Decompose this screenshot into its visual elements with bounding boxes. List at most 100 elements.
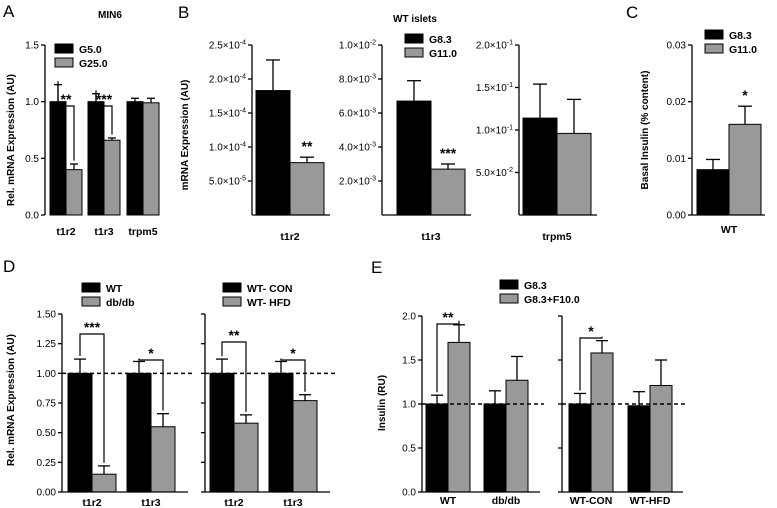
panel-e-y-tick-label: 2.0 (402, 312, 416, 323)
panel-e-legend-label: G8.3+F10.0 (524, 294, 580, 306)
panel-b-y-tick-label: 2.5×10-4 (209, 40, 246, 52)
panel-a-category-label: t1r3 (94, 226, 113, 238)
panel-b-category-label: trpm5 (542, 231, 571, 243)
panel-d-legend-swatch (81, 282, 101, 293)
panel-b-sig-label: *** (440, 145, 457, 161)
panel-a-title: MIN6 (98, 10, 122, 21)
panel-a-sig-t1r3-label: *** (96, 91, 113, 107)
panel-d-legend-label: db/db (106, 297, 135, 309)
panel-c-y-axis-tick-label: 0.02 (667, 97, 687, 108)
panel-d-sig-label: *** (84, 319, 101, 335)
panel-e-category-label: WT-HFD (630, 495, 671, 507)
panel-e-category-label: db/db (492, 495, 521, 507)
panel-a-sig-t1r2-label: ** (61, 91, 72, 107)
panel-d-category-label: t1r2 (224, 497, 243, 508)
panel-e-y-tick-label: 0.5 (402, 444, 416, 455)
panel-e-sig-label: ** (443, 309, 454, 325)
panel-e-y-tick-label: 0.0 (402, 488, 416, 499)
panel-e-category-label: WT-CON (570, 495, 613, 507)
panel-b-y-tick-label: 1.0×10-4 (209, 142, 246, 154)
panel-d-bar-a (67, 372, 93, 493)
panel-e-bar-b (505, 379, 529, 493)
panel-d-y-tick-label: 1.25 (37, 339, 57, 350)
panel-e-sig (436, 320, 460, 393)
panel-d-sig (138, 358, 164, 411)
panel-b-legend-swatch (404, 47, 424, 58)
panel-b-legend-label: G11.0 (429, 48, 457, 60)
panel-b-y-tick-label: 2.0×10-1 (476, 40, 513, 52)
panel-d-category-label: t1r3 (141, 497, 160, 508)
panel-b-y-tick-label: 2.0×10-4 (209, 74, 246, 86)
panel-a-bar-b (103, 139, 121, 216)
panel-d-y-tick-label: 1.00 (37, 369, 57, 380)
panel-c-sig-label: * (742, 87, 748, 103)
panel-d-y-tick-label: 0.00 (37, 488, 57, 499)
panel-b-y-tick-label: 1.0×10-1 (476, 125, 513, 137)
panel-d-sig (221, 341, 247, 412)
panel-c-legend-swatch (704, 29, 724, 40)
panel-d-legend-label: WT (106, 283, 123, 295)
panel-e-category-label: WT (440, 495, 457, 507)
panel-label-c: C (626, 3, 638, 22)
panel-b-y-tick-label: 4.0×10-3 (339, 142, 376, 154)
panel-b-bar-a (396, 100, 432, 216)
panel-a-sig-t1r3 (95, 90, 113, 135)
panel-label-b: B (178, 3, 189, 22)
panel-c-y-axis-tick-label: 0.00 (667, 211, 687, 222)
panel-d-y-tick-label: 0.75 (37, 399, 57, 410)
panel-c-bar-b (728, 123, 762, 216)
panel-d-legend-label: WT- HFD (247, 297, 291, 309)
panel-d-category-label: t1r2 (82, 497, 101, 508)
panel-d-ylabel: Rel. mRNA Expression (AU) (6, 334, 17, 466)
panel-a-category-label: trpm5 (128, 226, 157, 238)
panel-label-e: E (371, 258, 382, 277)
panel-e-bar-a (627, 405, 651, 493)
panel-d-category-label: t1r3 (283, 497, 302, 508)
panel-b-ylabel: mRNA Expression (AU) (180, 80, 191, 191)
panel-e-bar-b (649, 385, 673, 493)
panel-a-bar-a (87, 101, 105, 216)
panel-a-category-label: t1r2 (56, 226, 75, 238)
panel-c-ylabel: Basal Insulin (% content) (640, 71, 651, 190)
panel-b-bar-b (289, 162, 325, 216)
panel-d-sig-label: * (148, 345, 154, 361)
panel-a-bar-a (126, 101, 144, 216)
panel-e-ylabel: Insulin (RU) (377, 375, 388, 431)
panel-d-bar-b (150, 426, 176, 493)
panel-e-bar-a (483, 403, 507, 493)
panel-c-y-axis-tick-label: 0.01 (667, 154, 687, 165)
panel-a-legend-label: G25.0 (79, 58, 108, 70)
panel-c-legend-label: G8.3 (729, 30, 752, 42)
panel-label-d: D (3, 257, 15, 276)
panel-d-sig-label: * (290, 345, 296, 361)
panel-e-legend-swatch (499, 293, 519, 304)
panel-e-sig-label: * (588, 323, 594, 339)
panel-b-category-label: t1r3 (421, 231, 440, 243)
panel-a-bar-b (65, 169, 83, 216)
panel-b-category-label: t1r2 (280, 231, 299, 243)
panel-c-legend-swatch (704, 43, 724, 54)
panel-a-y-axis-tick-label: 1.0 (25, 97, 39, 108)
panel-d-bar-b (292, 400, 318, 493)
panel-b-bar-a (522, 117, 558, 216)
panel-a-ylabel: Rel. mRNA Expression (AU) (6, 74, 17, 206)
panel-b-y-tick-label: 1.5×10-1 (476, 82, 513, 94)
panel-e-bar-b (590, 352, 614, 493)
panel-b-sig-label: ** (302, 138, 313, 154)
panel-e-legend-label: G8.3 (524, 280, 547, 292)
panel-d-legend-label: WT- CON (247, 283, 293, 295)
panel-b-bar-a (255, 90, 291, 216)
panel-a-y-axis-tick-label: 0.0 (25, 211, 39, 222)
panel-d-bar-a (209, 372, 235, 493)
panel-a-y-axis-tick-label: 0.5 (25, 154, 39, 165)
panel-label-a: A (3, 2, 15, 21)
panel-d-y-tick-label: 0.50 (37, 428, 57, 439)
panel-a-legend-label: G5.0 (79, 44, 102, 56)
panel-e-bar-a (568, 403, 592, 493)
panel-a-y-axis-tick-label: 1.5 (25, 41, 39, 52)
panel-b-y-tick-label: 5.0×10-5 (209, 176, 246, 188)
panel-d-bar-a (126, 372, 152, 493)
panel-d-sig (280, 358, 306, 392)
panel-a-bar-a (49, 101, 67, 216)
